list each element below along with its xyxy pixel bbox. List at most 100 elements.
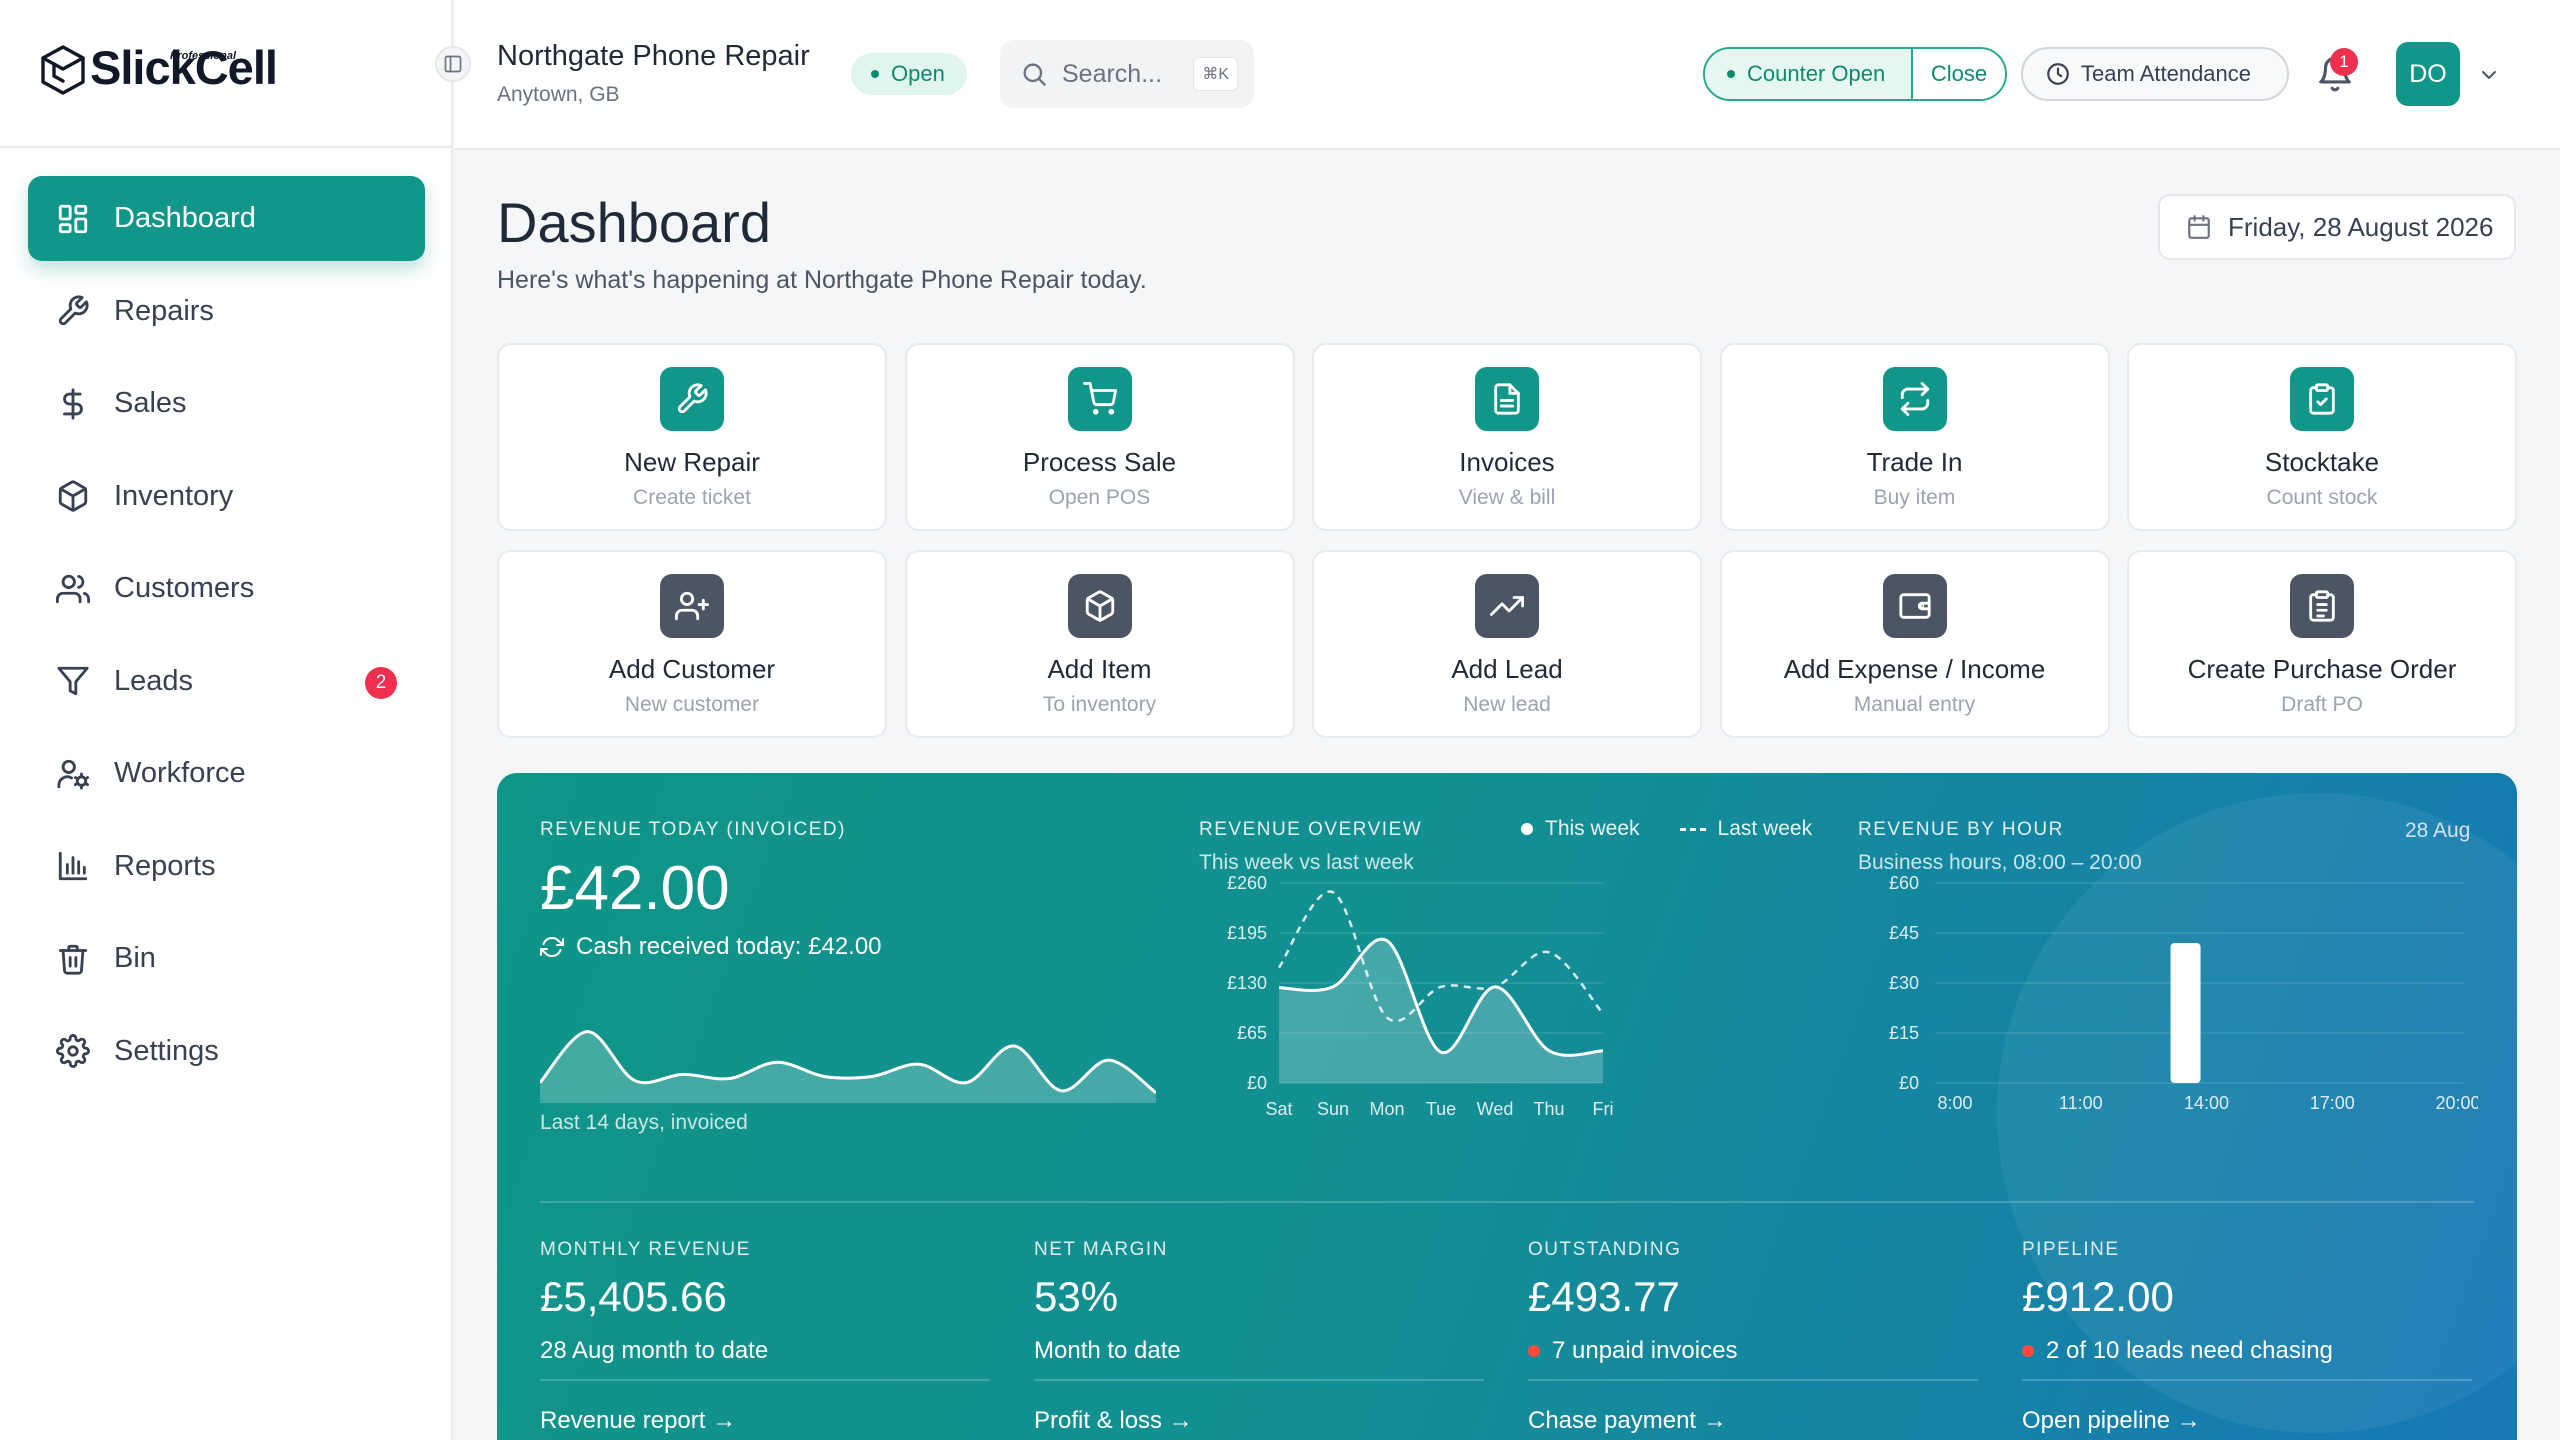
action-icon-tile (1882, 367, 1947, 431)
invoices-button[interactable]: Invoices View & bill (1312, 343, 1702, 531)
overview-x-tick: Thu (1533, 1099, 1564, 1119)
add-expense-income-button[interactable]: Add Expense / Income Manual entry (1719, 550, 2110, 738)
stocktake-button[interactable]: Stocktake Count stock (2127, 343, 2517, 531)
sidebar-item-label: Customers (114, 572, 255, 604)
search-input[interactable]: Search... ⌘K (1000, 40, 1254, 108)
revenue-panel: REVENUE TODAY (INVOICED) £42.00 Cash rec… (497, 773, 2517, 1440)
brand-name: SlickCell (90, 41, 278, 94)
action-subtitle: New customer (624, 693, 760, 716)
new-repair-button[interactable]: New Repair Create ticket (497, 343, 887, 531)
sidebar-item-label: Settings (114, 1034, 219, 1067)
hourly-y-tick: £0 (1899, 1073, 1919, 1093)
avatar[interactable]: DO (2396, 42, 2460, 106)
action-subtitle: New lead (1463, 693, 1551, 716)
action-label: New Repair (624, 447, 760, 477)
hourly-x-tick: 14:00 (2184, 1093, 2229, 1113)
panel-divider (540, 1201, 2474, 1203)
user-plus-icon (675, 591, 709, 621)
team-attendance-label: Team Attendance (2081, 61, 2252, 86)
trending-up-icon (1490, 596, 1524, 616)
revenue-report-link[interactable]: Revenue report → (540, 1407, 737, 1434)
overview-x-tick: Sat (1265, 1099, 1292, 1119)
bar-chart-icon (58, 851, 88, 881)
create-purchase-order-button[interactable]: Create Purchase Order Draft PO (2127, 550, 2517, 738)
open-pipeline-link[interactable]: Open pipeline → (2022, 1407, 2201, 1434)
box-icon (1085, 590, 1114, 622)
stat-note: 7 unpaid invoices (1528, 1337, 1978, 1381)
stat-value: £493.77 (1528, 1273, 1680, 1320)
chase-payment-link[interactable]: Chase payment → (1528, 1407, 1727, 1434)
search-icon (1023, 63, 1046, 86)
dollar-icon (63, 387, 83, 420)
add-customer-button[interactable]: Add Customer New customer (497, 550, 887, 738)
sidebar-toggle-button[interactable] (435, 46, 471, 82)
action-subtitle: Count stock (2266, 486, 2378, 509)
brand-logo[interactable]: SlickCell (40, 40, 278, 106)
profit-loss-link[interactable]: Profit & loss → (1034, 1407, 1193, 1434)
user-cog-icon (57, 759, 90, 790)
revenue-overview-label: REVENUE OVERVIEW (1199, 819, 1423, 840)
trade-in-button[interactable]: Trade In Buy item (1719, 343, 2110, 531)
sidebar-item-inventory[interactable]: Inventory (28, 454, 425, 539)
hourly-y-tick: £15 (1889, 1023, 1919, 1043)
document-icon (1494, 383, 1520, 415)
sparkline-chart (540, 1030, 1156, 1103)
add-item-button[interactable]: Add Item To inventory (904, 550, 1295, 738)
stat-label: NET MARGIN (1034, 1239, 1168, 1260)
overview-x-tick: Mon (1369, 1099, 1404, 1119)
stat-value: £912.00 (2022, 1273, 2174, 1320)
alert-dot (2022, 1345, 2034, 1357)
sidebar-item-reports[interactable]: Reports (28, 824, 425, 909)
legend-last-week: Last week (1717, 817, 1813, 840)
wrench-icon (58, 295, 89, 326)
stat-value: £5,405.66 (540, 1273, 727, 1320)
status-dot (871, 70, 879, 78)
team-attendance-button[interactable]: Team Attendance (2021, 47, 2289, 101)
sidebar-item-customers[interactable]: Customers (28, 546, 425, 631)
date-picker-button[interactable]: Friday, 28 August 2026 (2158, 194, 2516, 260)
box-icon (58, 480, 88, 512)
sidebar-item-settings[interactable]: Settings (28, 1009, 425, 1094)
counter-close-button[interactable]: Close (1913, 49, 2005, 99)
revenue-by-hour-date: 28 Aug (2405, 819, 2471, 842)
action-subtitle: Draft PO (2281, 693, 2363, 716)
this-week-area (1279, 939, 1603, 1083)
sidebar-item-repairs[interactable]: Repairs (28, 269, 425, 354)
sidebar-item-label: Sales (114, 387, 187, 419)
page-subtitle: Here's what's happening at Northgate Pho… (497, 266, 1147, 294)
sidebar-item-bin[interactable]: Bin (28, 916, 425, 1001)
action-icon-tile (2290, 367, 2354, 431)
cart-icon (1082, 382, 1117, 415)
stat-label: OUTSTANDING (1528, 1239, 1682, 1260)
action-label: Add Lead (1451, 654, 1563, 684)
cube-logo-icon (41, 45, 85, 95)
wrench-icon (677, 383, 708, 414)
counter-open-status: Counter Open (1705, 49, 1913, 99)
action-subtitle: To inventory (1042, 693, 1157, 716)
this-week-line (1278, 937, 1604, 1057)
funnel-icon (57, 666, 89, 696)
sidebar-item-workforce[interactable]: Workforce (28, 731, 425, 816)
stat-note: Month to date (1034, 1337, 1484, 1381)
sidebar-item-sales[interactable]: Sales (28, 361, 425, 446)
legend-dash-last-week (1679, 827, 1706, 831)
sidebar-item-leads[interactable]: Leads 2 (28, 639, 425, 724)
sparkline-caption: Last 14 days, invoiced (540, 1111, 748, 1134)
swap-icon (1900, 382, 1929, 416)
refresh-icon (540, 937, 564, 957)
action-icon-tile (1882, 574, 1947, 638)
action-label: Process Sale (1022, 447, 1177, 477)
sidebar-item-dashboard[interactable]: Dashboard (28, 176, 425, 261)
sparkline-area (540, 1031, 1156, 1103)
stat-outstanding: OUTSTANDING £493.77 7 unpaid invoices Ch… (1528, 1239, 1978, 1435)
alert-dot (1528, 1345, 1540, 1357)
process-sale-button[interactable]: Process Sale Open POS (904, 343, 1295, 531)
hourly-x-tick: 17:00 (2310, 1093, 2355, 1113)
add-lead-button[interactable]: Add Lead New lead (1312, 550, 1702, 738)
overview-x-tick: Fri (1593, 1099, 1614, 1119)
page-title: Dashboard (497, 191, 771, 254)
chevron-down-icon[interactable] (2477, 63, 2501, 87)
hourly-x-tick: 11:00 (2059, 1093, 2103, 1113)
store-name[interactable]: Northgate Phone Repair (497, 40, 810, 72)
action-icon-tile (660, 574, 724, 638)
